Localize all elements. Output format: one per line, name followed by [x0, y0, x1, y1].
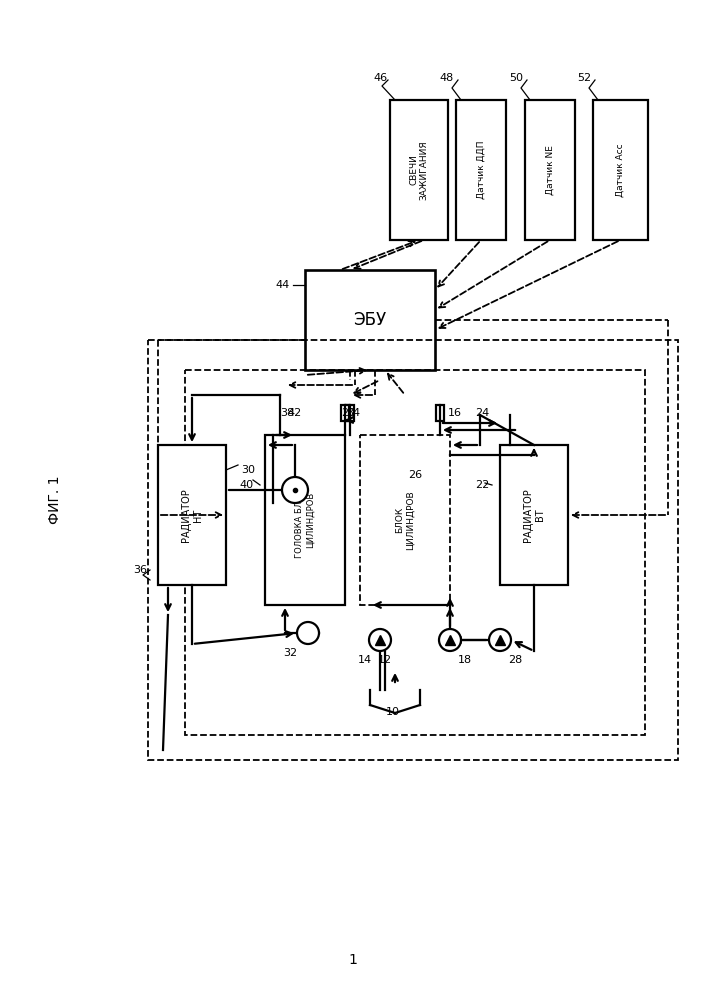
Text: 24: 24	[475, 408, 489, 418]
Text: Датчик NE: Датчик NE	[546, 145, 554, 195]
Bar	[346, 405, 354, 421]
Bar	[185, 370, 645, 735]
Bar	[341, 405, 349, 421]
Bar	[593, 100, 648, 240]
Text: ГОЛОВКА БЛОКА
ЦИЛИНДРОВ: ГОЛОВКА БЛОКА ЦИЛИНДРОВ	[296, 482, 315, 558]
Circle shape	[489, 629, 511, 651]
Text: 36: 36	[133, 565, 147, 575]
Text: 1: 1	[349, 953, 358, 967]
Text: ЭБУ: ЭБУ	[354, 311, 387, 329]
Text: БЛОК
ЦИЛИНДРОВ: БЛОК ЦИЛИНДРОВ	[395, 490, 415, 550]
Text: 42: 42	[288, 408, 302, 418]
Text: РАДИАТОР
НТ: РАДИАТОР НТ	[181, 488, 203, 542]
Text: 50: 50	[509, 73, 523, 83]
Text: Датчик Асс: Датчик Асс	[616, 143, 625, 197]
Bar	[305, 270, 435, 370]
Text: СВЕЧИ
ЗАЖИГАНИЯ: СВЕЧИ ЗАЖИГАНИЯ	[409, 140, 428, 200]
Text: 46: 46	[374, 73, 388, 83]
Circle shape	[439, 629, 461, 651]
Text: 44: 44	[276, 280, 290, 290]
Bar	[265, 435, 345, 605]
Text: 22: 22	[475, 480, 489, 490]
Text: 32: 32	[283, 648, 297, 658]
Text: 14: 14	[358, 655, 372, 665]
Circle shape	[369, 629, 391, 651]
Text: 48: 48	[440, 73, 454, 83]
Text: РАДИАТОР
ВТ: РАДИАТОР ВТ	[523, 488, 545, 542]
Text: 20: 20	[341, 408, 355, 418]
Bar	[525, 100, 575, 240]
Bar	[436, 405, 444, 421]
Text: 30: 30	[241, 465, 255, 475]
Circle shape	[297, 622, 319, 644]
Text: 16: 16	[448, 408, 462, 418]
Text: ФИГ. 1: ФИГ. 1	[48, 476, 62, 524]
Bar	[456, 100, 506, 240]
Text: Датчик ДДП: Датчик ДДП	[477, 141, 486, 199]
Text: 12: 12	[378, 655, 392, 665]
Text: 34: 34	[346, 408, 360, 418]
Text: 40: 40	[240, 480, 254, 490]
Bar	[148, 340, 678, 760]
Bar	[158, 445, 226, 585]
Bar	[360, 435, 450, 605]
Text: 10: 10	[386, 707, 400, 717]
Text: 26: 26	[408, 470, 422, 480]
Circle shape	[282, 477, 308, 503]
Text: 18: 18	[458, 655, 472, 665]
Text: 38: 38	[280, 408, 294, 418]
Bar	[390, 100, 448, 240]
Text: 52: 52	[577, 73, 591, 83]
Text: 28: 28	[508, 655, 522, 665]
Bar	[500, 445, 568, 585]
